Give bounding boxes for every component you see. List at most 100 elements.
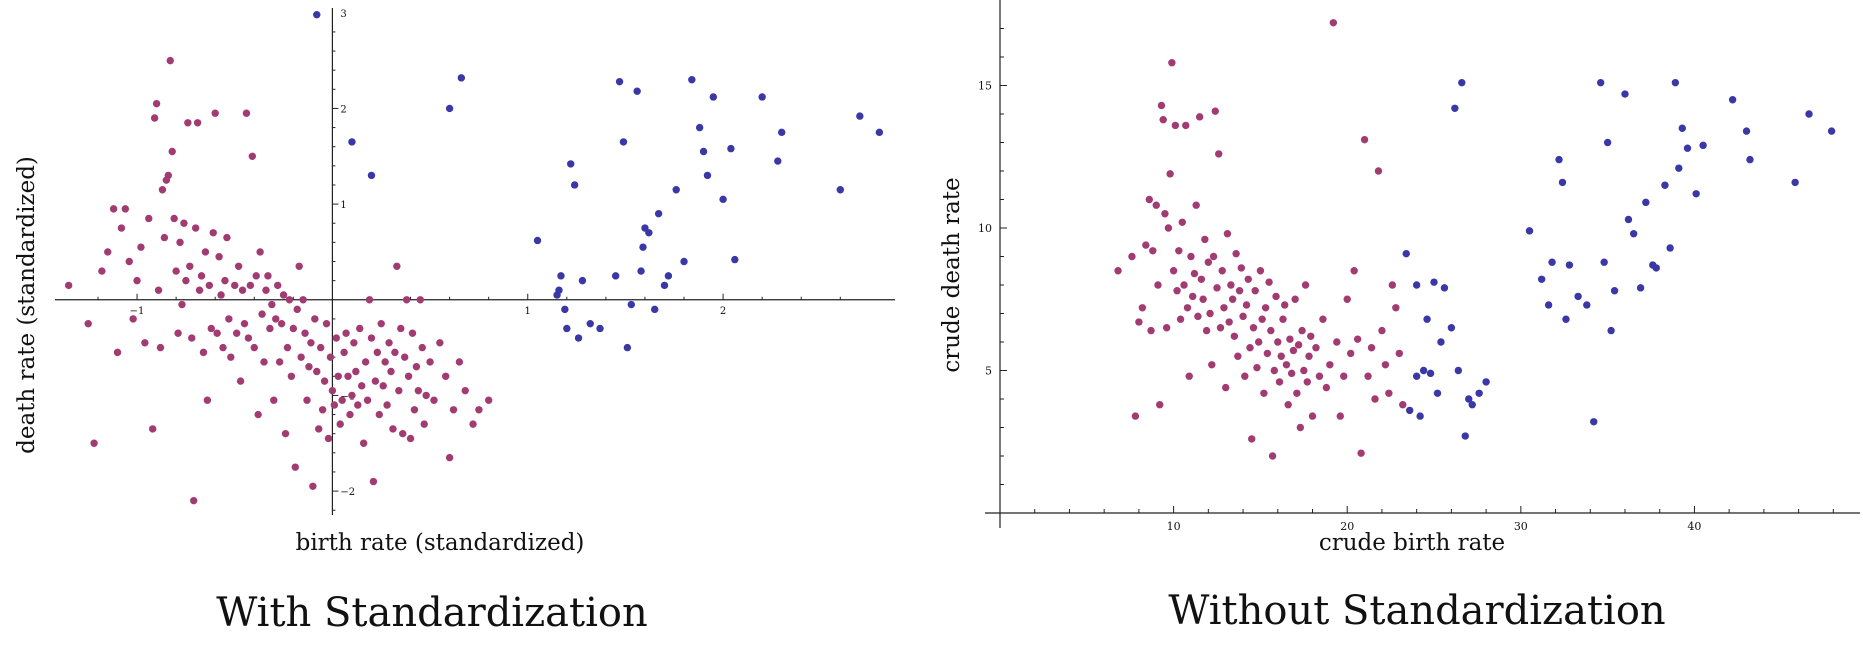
data-point — [246, 281, 255, 290]
data-point — [262, 286, 270, 294]
data-point — [436, 339, 444, 347]
data-point — [1157, 101, 1166, 110]
data-point — [1275, 378, 1284, 386]
data-point — [1447, 324, 1456, 332]
data-point — [352, 367, 360, 376]
x-tick-label: 40 — [1687, 520, 1701, 533]
data-point — [391, 348, 399, 357]
data-point — [260, 358, 268, 366]
data-point — [875, 128, 884, 137]
data-point — [475, 406, 483, 414]
data-point — [1301, 281, 1310, 289]
data-point — [1624, 215, 1633, 224]
data-point — [328, 386, 337, 395]
data-point — [1281, 301, 1289, 309]
data-point — [1287, 369, 1296, 378]
data-point — [1468, 401, 1476, 409]
data-point — [1565, 261, 1574, 269]
data-point — [191, 224, 200, 232]
data-point — [344, 372, 352, 380]
data-point — [1374, 167, 1383, 175]
data-point — [272, 315, 280, 323]
data-point — [1242, 301, 1251, 309]
data-point — [1692, 190, 1700, 198]
data-point — [201, 248, 210, 256]
data-point — [340, 348, 348, 357]
data-point — [1574, 292, 1582, 301]
data-point — [289, 324, 298, 333]
data-point — [1173, 287, 1181, 295]
data-point — [217, 291, 225, 299]
data-point — [1437, 338, 1445, 346]
data-point — [1135, 318, 1143, 326]
data-point — [654, 209, 663, 218]
data-point — [1128, 252, 1136, 261]
data-point — [563, 324, 571, 333]
data-point — [1671, 78, 1680, 87]
data-point — [1182, 121, 1190, 130]
data-point — [1333, 338, 1341, 346]
x-tick-label: −1 — [130, 306, 145, 317]
data-point — [371, 377, 380, 385]
data-point — [1256, 267, 1265, 275]
data-point — [244, 334, 253, 342]
data-point — [455, 358, 464, 366]
data-point — [188, 334, 196, 342]
data-point — [777, 128, 786, 137]
data-point — [1607, 326, 1615, 335]
data-point — [234, 262, 243, 270]
data-point — [731, 255, 739, 264]
data-point — [1423, 315, 1431, 323]
data-point — [268, 300, 276, 309]
data-point — [301, 329, 309, 337]
data-point — [318, 406, 327, 414]
data-point — [303, 396, 311, 404]
data-point — [182, 276, 190, 285]
data-point — [1675, 164, 1683, 172]
data-point — [1185, 372, 1193, 380]
data-point — [1350, 267, 1358, 275]
data-point — [160, 233, 169, 242]
data-point — [1666, 244, 1674, 252]
data-point — [1183, 304, 1192, 312]
data-point — [361, 358, 370, 366]
data-point — [270, 396, 278, 404]
data-point — [1289, 346, 1298, 355]
data-point — [397, 324, 405, 333]
data-point — [408, 329, 417, 337]
data-point — [389, 425, 397, 433]
data-point — [164, 171, 173, 180]
data-point — [1636, 284, 1645, 292]
data-point — [836, 186, 845, 194]
data-point — [365, 296, 374, 304]
data-point — [570, 181, 579, 189]
data-point — [1202, 326, 1211, 335]
data-point — [189, 496, 198, 505]
data-point — [1742, 127, 1751, 135]
data-point — [619, 138, 628, 146]
data-point — [213, 329, 221, 337]
data-point — [1340, 372, 1348, 380]
data-point — [166, 56, 174, 65]
data-point — [1315, 372, 1324, 380]
data-point — [1583, 301, 1591, 309]
data-point — [248, 152, 257, 160]
data-point — [457, 74, 466, 82]
data-point — [1145, 195, 1154, 204]
data-point — [152, 99, 161, 108]
data-point — [387, 367, 395, 376]
data-point — [186, 262, 194, 270]
data-point — [104, 248, 112, 256]
data-point — [1254, 338, 1263, 346]
data-point — [404, 372, 413, 380]
data-point — [557, 272, 565, 280]
data-point — [1305, 352, 1313, 360]
data-point — [236, 377, 245, 385]
data-point — [379, 382, 387, 390]
data-point — [1149, 247, 1157, 255]
data-point — [1164, 224, 1173, 232]
y-tick-label: −2 — [340, 487, 355, 498]
data-point — [1357, 449, 1365, 457]
data-point — [469, 420, 477, 428]
data-point — [1378, 326, 1386, 335]
